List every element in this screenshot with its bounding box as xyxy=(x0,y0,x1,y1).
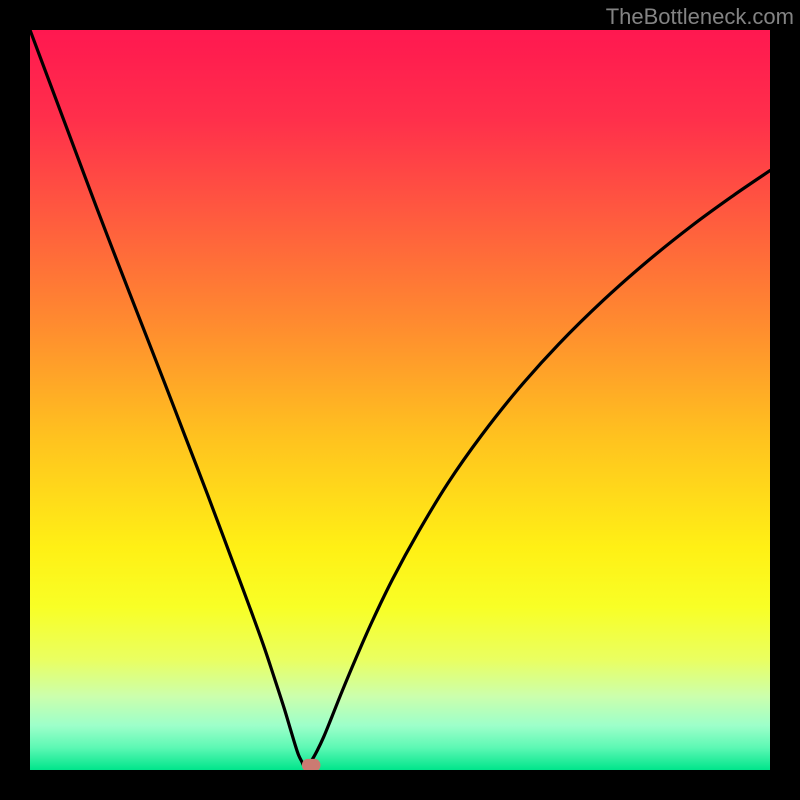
plot-area xyxy=(30,30,770,770)
plot-svg xyxy=(30,30,770,770)
watermark-text: TheBottleneck.com xyxy=(606,4,794,30)
plot-background xyxy=(30,30,770,770)
optimal-marker xyxy=(302,759,321,770)
